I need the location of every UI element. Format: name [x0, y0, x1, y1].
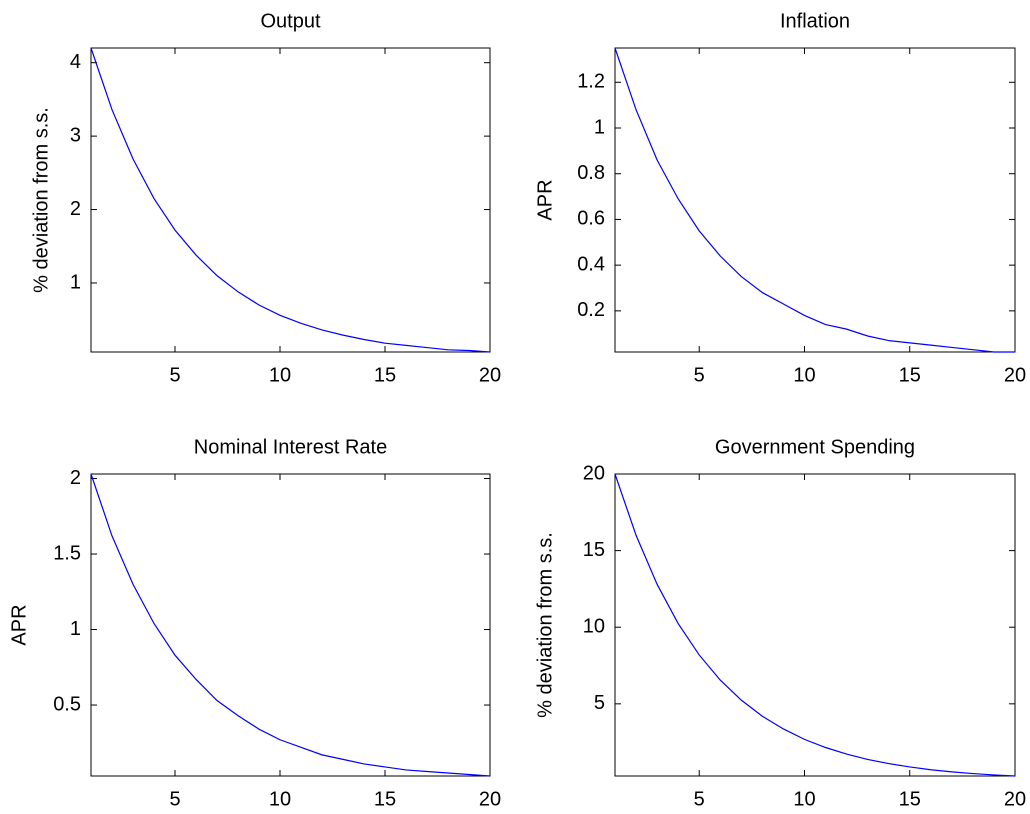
axes-frame — [614, 47, 1016, 353]
data-line — [90, 473, 491, 777]
x-tick-label: 5 — [169, 788, 180, 810]
x-tick-label: 20 — [1004, 364, 1026, 386]
x-tick-label: 15 — [899, 364, 921, 386]
x-tick-label: 20 — [479, 364, 501, 386]
axes-frame — [90, 47, 491, 353]
x-tick-label: 5 — [694, 364, 705, 386]
x-tick-label: 15 — [374, 364, 396, 386]
y-tick-label: 2 — [70, 467, 81, 489]
x-tick-label: 5 — [169, 364, 180, 386]
y-tick-label: 0.6 — [577, 208, 605, 230]
y-tick-label: 1 — [70, 271, 81, 293]
y-tick-label: 10 — [583, 616, 605, 638]
x-tick-label: 10 — [269, 788, 291, 810]
subplot-title: Government Spending — [715, 436, 915, 458]
y-axis-label: % deviation from s.s. — [534, 532, 556, 718]
y-tick-label: 0.4 — [577, 253, 605, 275]
y-tick-label: 4 — [70, 51, 81, 73]
y-tick-label: 2 — [70, 198, 81, 220]
y-tick-label: 1.2 — [577, 71, 605, 93]
y-tick-label: 3 — [70, 124, 81, 146]
axes-frame — [614, 473, 1016, 777]
y-tick-label: 0.2 — [577, 299, 605, 321]
data-line — [90, 47, 491, 353]
x-tick-label: 15 — [899, 788, 921, 810]
data-line — [614, 473, 1016, 777]
x-tick-label: 10 — [793, 364, 815, 386]
data-line — [614, 47, 1015, 353]
y-tick-label: 15 — [583, 539, 605, 561]
y-tick-label: 20 — [583, 462, 605, 484]
y-tick-label: 0.8 — [577, 162, 605, 184]
y-tick-label: 1.5 — [53, 542, 81, 564]
y-axis-label: APR — [8, 604, 30, 645]
x-tick-label: 5 — [694, 788, 705, 810]
subplot-title: Inflation — [780, 10, 850, 32]
y-axis-label: % deviation from s.s. — [30, 107, 52, 293]
x-tick-label: 20 — [1004, 788, 1026, 810]
x-tick-label: 10 — [269, 364, 291, 386]
y-tick-label: 0.5 — [53, 693, 81, 715]
x-tick-label: 10 — [793, 788, 815, 810]
subplot-title: Nominal Interest Rate — [194, 436, 387, 458]
y-tick-label: 1 — [70, 618, 81, 640]
y-tick-label: 1 — [594, 116, 605, 138]
subplot-title: Output — [260, 10, 320, 32]
axes-frame — [90, 473, 491, 777]
x-tick-label: 20 — [479, 788, 501, 810]
y-axis-label: APR — [534, 179, 556, 220]
x-tick-label: 15 — [374, 788, 396, 810]
y-tick-label: 5 — [594, 692, 605, 714]
